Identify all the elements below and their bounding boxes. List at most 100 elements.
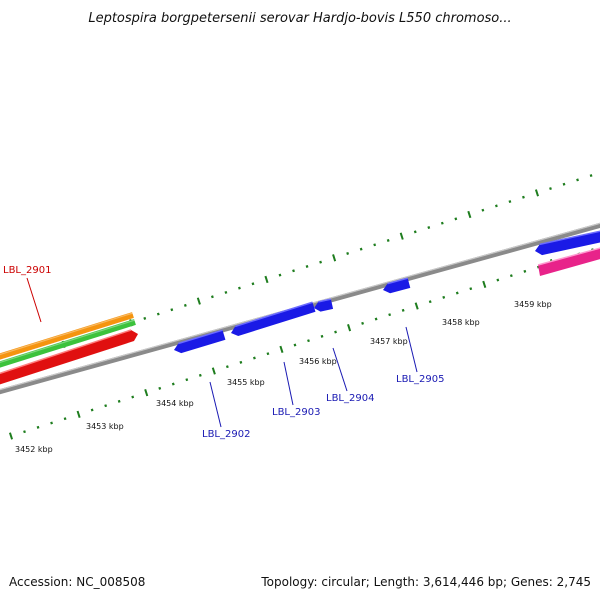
lower-tick	[523, 269, 527, 273]
orange-track-highlight	[0, 312, 134, 356]
upper-tick	[251, 282, 255, 286]
upper-tick	[238, 286, 241, 290]
lower-tick	[198, 373, 202, 377]
upper-tick-row	[8, 174, 593, 364]
lower-tick	[131, 395, 135, 399]
lower-tick	[266, 352, 270, 356]
upper-tick	[454, 217, 458, 221]
lower-tick	[158, 386, 162, 390]
upper-tick	[562, 182, 566, 186]
upper-tick	[305, 264, 309, 268]
upper-tick	[183, 303, 187, 307]
accession-text: Accession: NC_008508	[9, 575, 145, 589]
lower-tick	[414, 302, 419, 310]
upper-tick	[589, 174, 593, 178]
lower-tick	[252, 356, 256, 360]
upper-tick	[440, 221, 444, 225]
lower-tick	[361, 321, 365, 325]
lower-tick	[117, 399, 121, 403]
lower-tick	[428, 300, 432, 304]
gene-lbl-2901-highlight	[0, 329, 132, 375]
map-title: Leptospira borgpetersenii serovar Hardjo…	[88, 11, 511, 26]
lower-tick	[211, 367, 216, 375]
lower-tick	[374, 317, 378, 321]
lower-tick	[144, 389, 149, 397]
lower-tick	[388, 313, 392, 317]
feature-tracks	[0, 247, 600, 385]
green-track	[0, 319, 136, 368]
upper-tick	[332, 254, 337, 262]
lower-tick	[279, 345, 284, 353]
upper-tick	[292, 269, 295, 273]
upper-tick	[210, 295, 214, 299]
magenta-track	[538, 248, 600, 276]
lower-tick	[23, 430, 26, 434]
upper-tick	[224, 290, 228, 294]
upper-tick	[549, 187, 552, 191]
lower-tick	[185, 378, 189, 382]
upper-tick	[196, 297, 201, 305]
gene-lbl-2901-arrow	[0, 330, 138, 385]
gene-label-leader	[405, 326, 418, 373]
upper-tick	[508, 200, 512, 204]
gene-lbl-2905-arrow	[383, 278, 411, 294]
upper-tick	[346, 251, 350, 255]
lower-tick	[90, 408, 94, 412]
scale-label: 3454 kbp	[156, 399, 194, 408]
upper-tick	[427, 226, 431, 229]
gene-lbl-2904-arrow-highlight	[318, 298, 332, 303]
lower-tick	[442, 295, 446, 299]
gene-label: LBL_2902	[202, 429, 250, 440]
lower-tick	[307, 339, 310, 343]
lower-tick	[496, 278, 500, 282]
lower-tick	[50, 421, 53, 425]
upper-tick	[319, 260, 322, 264]
lower-tick	[482, 280, 487, 288]
upper-tick	[522, 195, 525, 199]
gene-label: LBL_2905	[396, 374, 444, 385]
gene-lbl-2902-arrow-highlight	[178, 329, 223, 345]
lower-tick	[76, 410, 81, 418]
lower-tick	[320, 334, 324, 338]
upper-tick	[264, 275, 269, 284]
lower-tick	[104, 404, 108, 408]
gene-lbl-2905-arrow-highlight	[387, 277, 408, 285]
upper-tick	[373, 243, 377, 247]
gene-right-edge-arrow-highlight	[539, 230, 600, 246]
lower-tick	[225, 365, 229, 369]
green-track-highlight	[0, 319, 136, 364]
topology-text: Topology: circular; Length: 3,614,446 bp…	[260, 575, 591, 589]
gene-label: LBL_2904	[326, 393, 374, 404]
gene-lbl-2903-arrow	[231, 302, 316, 336]
upper-tick	[467, 210, 472, 219]
upper-tick	[399, 232, 404, 240]
scale-labels: 3452 kbp 3453 kbp 3454 kbp 3455 kbp 3456 kbp…	[15, 300, 552, 454]
scale-label: 3457 kbp	[370, 337, 408, 346]
gene-label-leader	[283, 361, 294, 406]
lower-tick	[455, 291, 459, 295]
gene-label: LBL_2903	[272, 407, 320, 418]
lower-tick	[36, 425, 40, 429]
gene-label-leader	[332, 347, 348, 392]
lower-tick	[469, 287, 473, 291]
scale-label: 3458 kbp	[442, 318, 480, 327]
lower-tick	[171, 382, 175, 386]
gene-lbl-2903-arrow-highlight	[235, 301, 313, 328]
scale-label: 3452 kbp	[15, 445, 53, 454]
gene-label-leader	[209, 381, 222, 428]
lower-tick	[239, 360, 243, 364]
lower-tick	[293, 343, 297, 347]
lower-tick	[334, 330, 337, 334]
lower-tick	[8, 432, 14, 440]
upper-tick	[170, 308, 174, 312]
gene-arrows	[174, 230, 600, 354]
upper-tick	[576, 178, 579, 182]
lower-tick	[63, 417, 67, 421]
upper-tick	[386, 239, 390, 242]
upper-tick	[278, 273, 282, 277]
gene-lbl-2902-arrow	[174, 330, 226, 354]
magenta-track-highlight	[537, 247, 600, 266]
gene-label-leader	[26, 277, 42, 323]
scale-label: 3455 kbp	[227, 378, 265, 387]
